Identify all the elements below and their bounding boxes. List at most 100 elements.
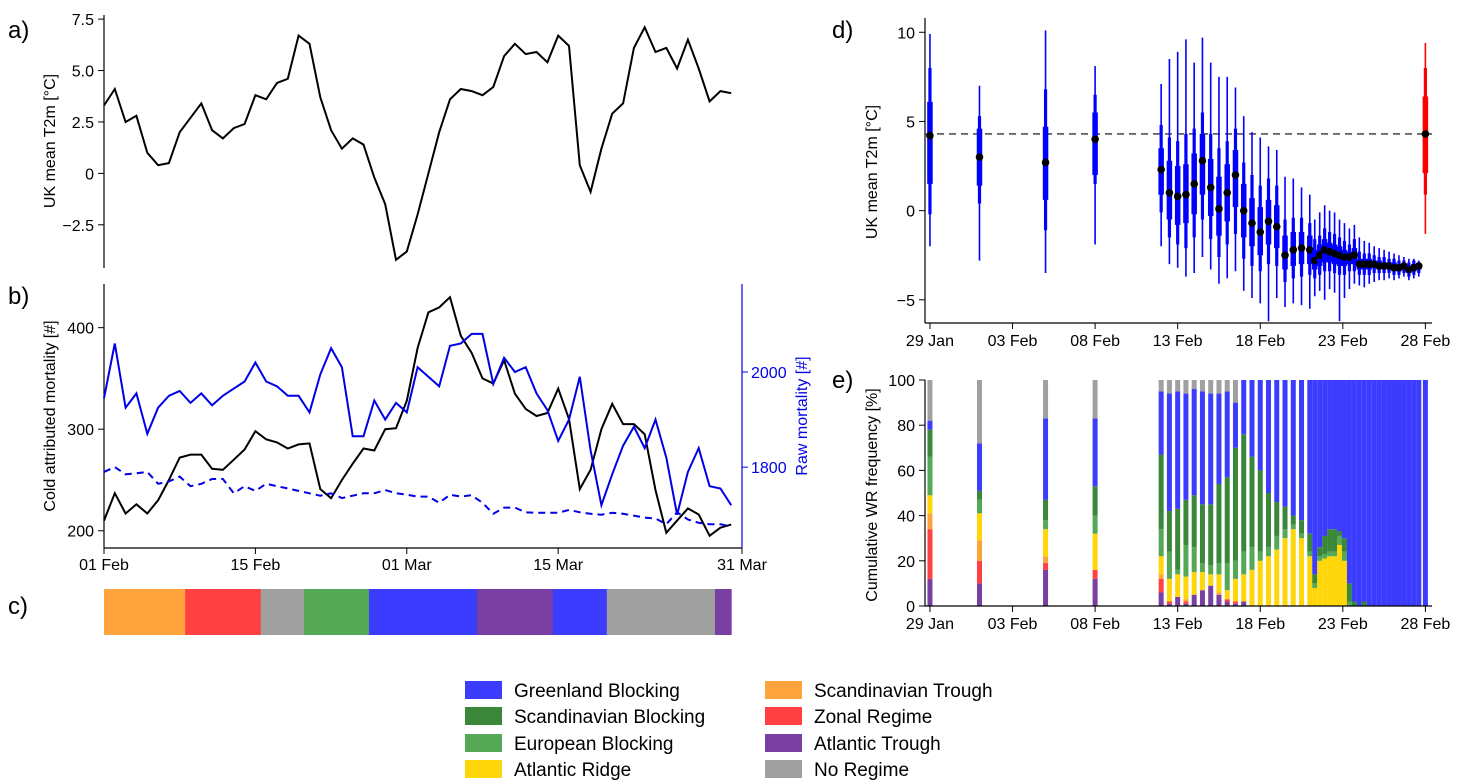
- y-tick-label: 5.0: [72, 64, 94, 81]
- bar-segment: [1092, 578, 1098, 606]
- ensemble-median: [1414, 262, 1423, 270]
- bar-segment: [1282, 538, 1288, 606]
- bar-segment: [1175, 569, 1181, 575]
- bar-segment: [1422, 380, 1428, 606]
- bar-segment: [1224, 601, 1230, 606]
- x-tick-label: 03 Feb: [988, 616, 1038, 633]
- ensemble-median: [1165, 188, 1174, 197]
- bar-segment: [1241, 601, 1247, 606]
- bar-segment: [1232, 447, 1238, 561]
- bar-segment: [1224, 599, 1230, 602]
- regime-segment: [552, 589, 608, 635]
- bar-segment: [1307, 380, 1313, 534]
- bar-segment: [1361, 380, 1367, 602]
- bar-segment: [927, 456, 933, 496]
- bar-segment: [1166, 380, 1172, 394]
- y-axis-label: Cumulative WR frequency [%]: [864, 388, 881, 601]
- bar-segment: [1290, 380, 1296, 516]
- mortality-series-0: [103, 295, 732, 538]
- y-axis-label: UK mean T2m [°C]: [864, 105, 881, 239]
- bar-segment: [1366, 380, 1372, 606]
- bar-segment: [927, 420, 933, 430]
- bar-segment: [927, 495, 933, 514]
- bar-segment: [1332, 556, 1338, 606]
- bar-segment: [1317, 556, 1323, 561]
- legend-swatch: [465, 707, 502, 725]
- ensemble-median: [1297, 244, 1306, 252]
- y-tick-label: 200: [67, 524, 94, 541]
- bar-segment: [1337, 544, 1343, 606]
- ensemble-median: [1272, 222, 1281, 231]
- bar-segment: [1327, 556, 1333, 606]
- ensemble-median: [1173, 192, 1182, 201]
- bar-segment: [1241, 574, 1247, 602]
- bar-segment: [927, 380, 933, 421]
- bar-segment: [1183, 576, 1189, 600]
- y-tick-label: 10: [897, 25, 915, 42]
- bar-segment: [1274, 535, 1280, 550]
- bar-segment: [1175, 574, 1181, 597]
- bar-segment: [1158, 454, 1164, 530]
- bar-segment: [1232, 603, 1238, 606]
- mortality-series-1: [103, 332, 733, 515]
- bar-segment: [1043, 520, 1049, 530]
- bar-segment: [1175, 596, 1181, 606]
- bar-segment: [1282, 380, 1288, 507]
- bar-segment: [1356, 380, 1362, 606]
- x-tick-label: 08 Feb: [1070, 616, 1120, 633]
- bar-segment: [1208, 574, 1214, 586]
- bar-segment: [1191, 547, 1197, 573]
- y-axis-label-right: Raw mortality [#]: [794, 356, 811, 475]
- bar-segment: [1224, 380, 1230, 392]
- ensemble-median: [1248, 219, 1256, 227]
- x-tick-label: 03 Feb: [988, 333, 1038, 350]
- bar-segment: [976, 583, 982, 606]
- bar-segment: [1416, 380, 1422, 606]
- bar-segment: [1322, 380, 1328, 536]
- x-tick-label: 28 Feb: [1400, 616, 1450, 633]
- legend-label: Atlantic Ridge: [514, 760, 631, 780]
- regime-segment: [185, 589, 262, 635]
- bar-segment: [927, 513, 933, 530]
- bar-segment: [1183, 499, 1189, 545]
- bar-segment: [1158, 578, 1164, 593]
- legend-label: Atlantic Trough: [814, 734, 941, 755]
- regime-segment: [104, 589, 186, 635]
- legend-swatch: [465, 760, 502, 778]
- regime-segment: [260, 589, 305, 635]
- x-tick-label: 23 Feb: [1318, 333, 1368, 350]
- legend-label: Scandinavian Blocking: [514, 707, 705, 728]
- bar-segment: [1299, 538, 1305, 606]
- bar-segment: [1312, 380, 1318, 575]
- panel-label-a: a): [8, 17, 29, 44]
- bar-segment: [1337, 380, 1343, 532]
- bar-segment: [1391, 380, 1397, 606]
- bar-segment: [1191, 594, 1197, 606]
- bar-segment: [1241, 380, 1247, 435]
- legend-swatch: [465, 734, 502, 752]
- x-tick-label: 29 Jan: [906, 616, 954, 633]
- y-tick-label: 400: [67, 321, 94, 338]
- bar-segment: [1199, 590, 1205, 606]
- y-tick-label: 20: [897, 554, 915, 571]
- y-tick-label: −2.5: [62, 218, 94, 235]
- y-tick-label: 100: [888, 373, 915, 390]
- bar-segment: [1224, 391, 1230, 478]
- legend-swatch: [465, 681, 502, 699]
- y-axis-label: UK mean T2m [°C]: [42, 74, 59, 208]
- bar-segment: [1216, 483, 1222, 564]
- bar-segment: [1341, 380, 1347, 539]
- bar-segment: [1043, 556, 1049, 564]
- bar-segment: [1332, 529, 1338, 552]
- bar-segment: [1092, 569, 1098, 579]
- ensemble-median: [1223, 188, 1232, 197]
- bar-segment: [1175, 391, 1181, 509]
- bar-segment: [1092, 380, 1098, 419]
- ensemble-median: [975, 153, 984, 161]
- bar-segment: [1183, 599, 1189, 602]
- bar-segment: [1346, 583, 1352, 602]
- legend-label: Greenland Blocking: [514, 681, 680, 702]
- bar-segment: [1317, 560, 1323, 606]
- bar-segment: [1043, 563, 1049, 570]
